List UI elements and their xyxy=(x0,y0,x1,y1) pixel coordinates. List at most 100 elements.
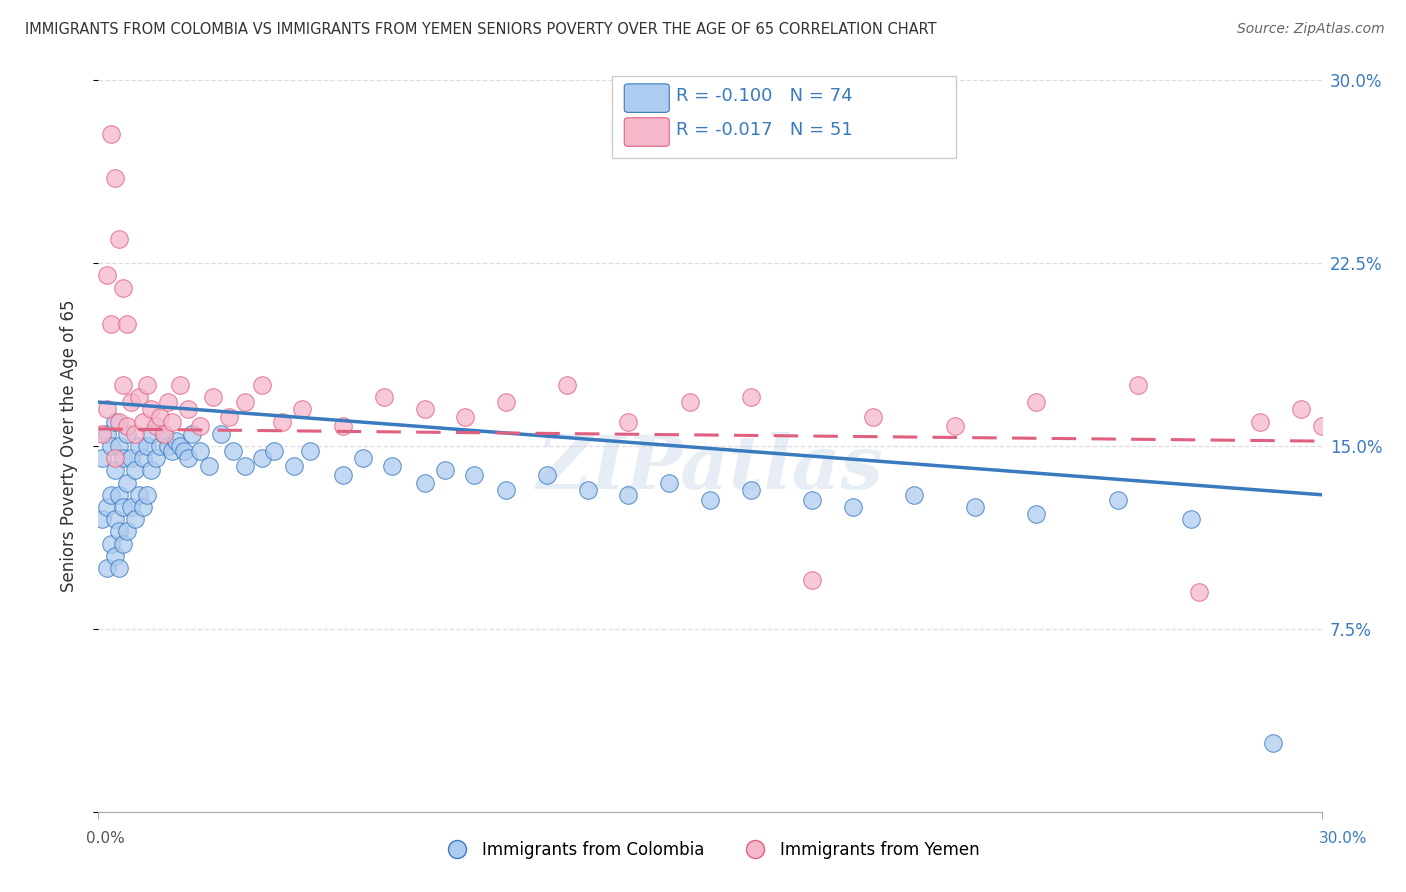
Point xyxy=(233,395,256,409)
Point xyxy=(263,443,285,458)
Point xyxy=(120,500,142,514)
Point xyxy=(332,419,354,434)
Point xyxy=(740,390,762,404)
Point xyxy=(104,451,127,466)
Point xyxy=(188,443,212,458)
Point xyxy=(145,419,167,434)
Point xyxy=(100,536,122,550)
Point xyxy=(1107,492,1129,507)
Point xyxy=(156,395,179,409)
Point xyxy=(801,492,824,507)
Text: IMMIGRANTS FROM COLOMBIA VS IMMIGRANTS FROM YEMEN SENIORS POVERTY OVER THE AGE O: IMMIGRANTS FROM COLOMBIA VS IMMIGRANTS F… xyxy=(25,22,936,37)
Point xyxy=(209,426,232,441)
Point xyxy=(173,443,195,458)
Point xyxy=(1261,736,1284,750)
Point xyxy=(617,415,640,429)
Point xyxy=(100,439,122,453)
Point xyxy=(124,512,146,526)
Point xyxy=(201,390,224,404)
Point xyxy=(156,439,179,453)
Point xyxy=(373,390,395,404)
Point xyxy=(413,475,436,490)
Point xyxy=(495,483,517,497)
Point xyxy=(136,488,159,502)
Point xyxy=(495,395,517,409)
Point xyxy=(115,426,138,441)
Point xyxy=(108,439,131,453)
Point xyxy=(169,378,191,392)
Point xyxy=(454,409,477,424)
Point xyxy=(536,468,558,483)
Point xyxy=(1180,512,1202,526)
Point xyxy=(801,573,824,587)
Point xyxy=(115,475,138,490)
Point xyxy=(100,317,122,331)
Point xyxy=(128,488,150,502)
Point xyxy=(679,395,702,409)
Point xyxy=(100,127,122,141)
Point xyxy=(128,390,150,404)
Point xyxy=(149,409,172,424)
Point xyxy=(91,512,114,526)
Point xyxy=(1025,395,1047,409)
Point xyxy=(111,536,134,550)
Point xyxy=(120,395,142,409)
Point xyxy=(1291,402,1313,417)
Point xyxy=(132,415,155,429)
Point xyxy=(108,561,131,575)
Point xyxy=(104,463,127,477)
Point xyxy=(132,451,155,466)
Point xyxy=(136,378,159,392)
Point xyxy=(1249,415,1271,429)
Text: R = -0.100   N = 74: R = -0.100 N = 74 xyxy=(676,87,853,105)
Point xyxy=(145,451,167,466)
Point xyxy=(903,488,925,502)
Point xyxy=(1188,585,1211,599)
Point xyxy=(413,402,436,417)
Point xyxy=(740,483,762,497)
Point xyxy=(1128,378,1150,392)
Point xyxy=(658,475,681,490)
Point xyxy=(699,492,721,507)
Point xyxy=(152,426,174,441)
Point xyxy=(965,500,987,514)
Point xyxy=(91,451,114,466)
Text: 30.0%: 30.0% xyxy=(1319,831,1367,846)
Point xyxy=(104,549,127,563)
Text: 0.0%: 0.0% xyxy=(86,831,125,846)
Point xyxy=(165,434,187,449)
Point xyxy=(283,458,305,473)
Point xyxy=(381,458,404,473)
Point xyxy=(120,451,142,466)
Point xyxy=(96,268,118,283)
Point xyxy=(617,488,640,502)
Point xyxy=(1310,419,1333,434)
Point xyxy=(91,426,114,441)
Point xyxy=(177,451,200,466)
Point xyxy=(557,378,579,392)
Point xyxy=(862,409,884,424)
Point xyxy=(188,419,212,434)
Point xyxy=(96,500,118,514)
Point xyxy=(104,170,127,185)
Point xyxy=(115,419,138,434)
Point xyxy=(100,488,122,502)
Y-axis label: Seniors Poverty Over the Age of 65: Seniors Poverty Over the Age of 65 xyxy=(59,300,77,592)
Point xyxy=(108,415,131,429)
Point xyxy=(124,463,146,477)
Point xyxy=(943,419,966,434)
Point xyxy=(233,458,256,473)
Point xyxy=(160,443,183,458)
Point xyxy=(136,439,159,453)
Point xyxy=(108,524,131,539)
Point xyxy=(841,500,863,514)
Point xyxy=(576,483,599,497)
Legend: Immigrants from Colombia, Immigrants from Yemen: Immigrants from Colombia, Immigrants fro… xyxy=(434,834,986,865)
Point xyxy=(197,458,219,473)
Point xyxy=(128,439,150,453)
Point xyxy=(149,439,172,453)
Point xyxy=(250,378,273,392)
Point xyxy=(108,232,131,246)
Point xyxy=(160,415,183,429)
Point xyxy=(291,402,314,417)
